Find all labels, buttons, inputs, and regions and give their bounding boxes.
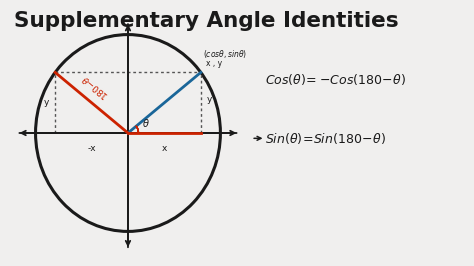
Text: -x: -x xyxy=(87,144,96,153)
Text: x , y: x , y xyxy=(206,59,222,68)
Text: Supplementary Angle Identities: Supplementary Angle Identities xyxy=(14,11,399,31)
Text: x: x xyxy=(162,144,167,153)
Text: $Sin(\theta)\!=\!Sin(180\!-\!\theta)$: $Sin(\theta)\!=\!Sin(180\!-\!\theta)$ xyxy=(265,131,386,146)
Text: $\theta$: $\theta$ xyxy=(142,117,150,129)
Text: $180{-}\theta$: $180{-}\theta$ xyxy=(80,72,111,101)
Text: $(cos\theta, sin\theta)$: $(cos\theta, sin\theta)$ xyxy=(203,48,247,60)
Text: y: y xyxy=(207,95,212,104)
Text: $Cos(\theta)\!=\!-\!Cos(180\!-\!\theta)$: $Cos(\theta)\!=\!-\!Cos(180\!-\!\theta)$ xyxy=(265,72,407,87)
Text: y: y xyxy=(44,98,49,107)
